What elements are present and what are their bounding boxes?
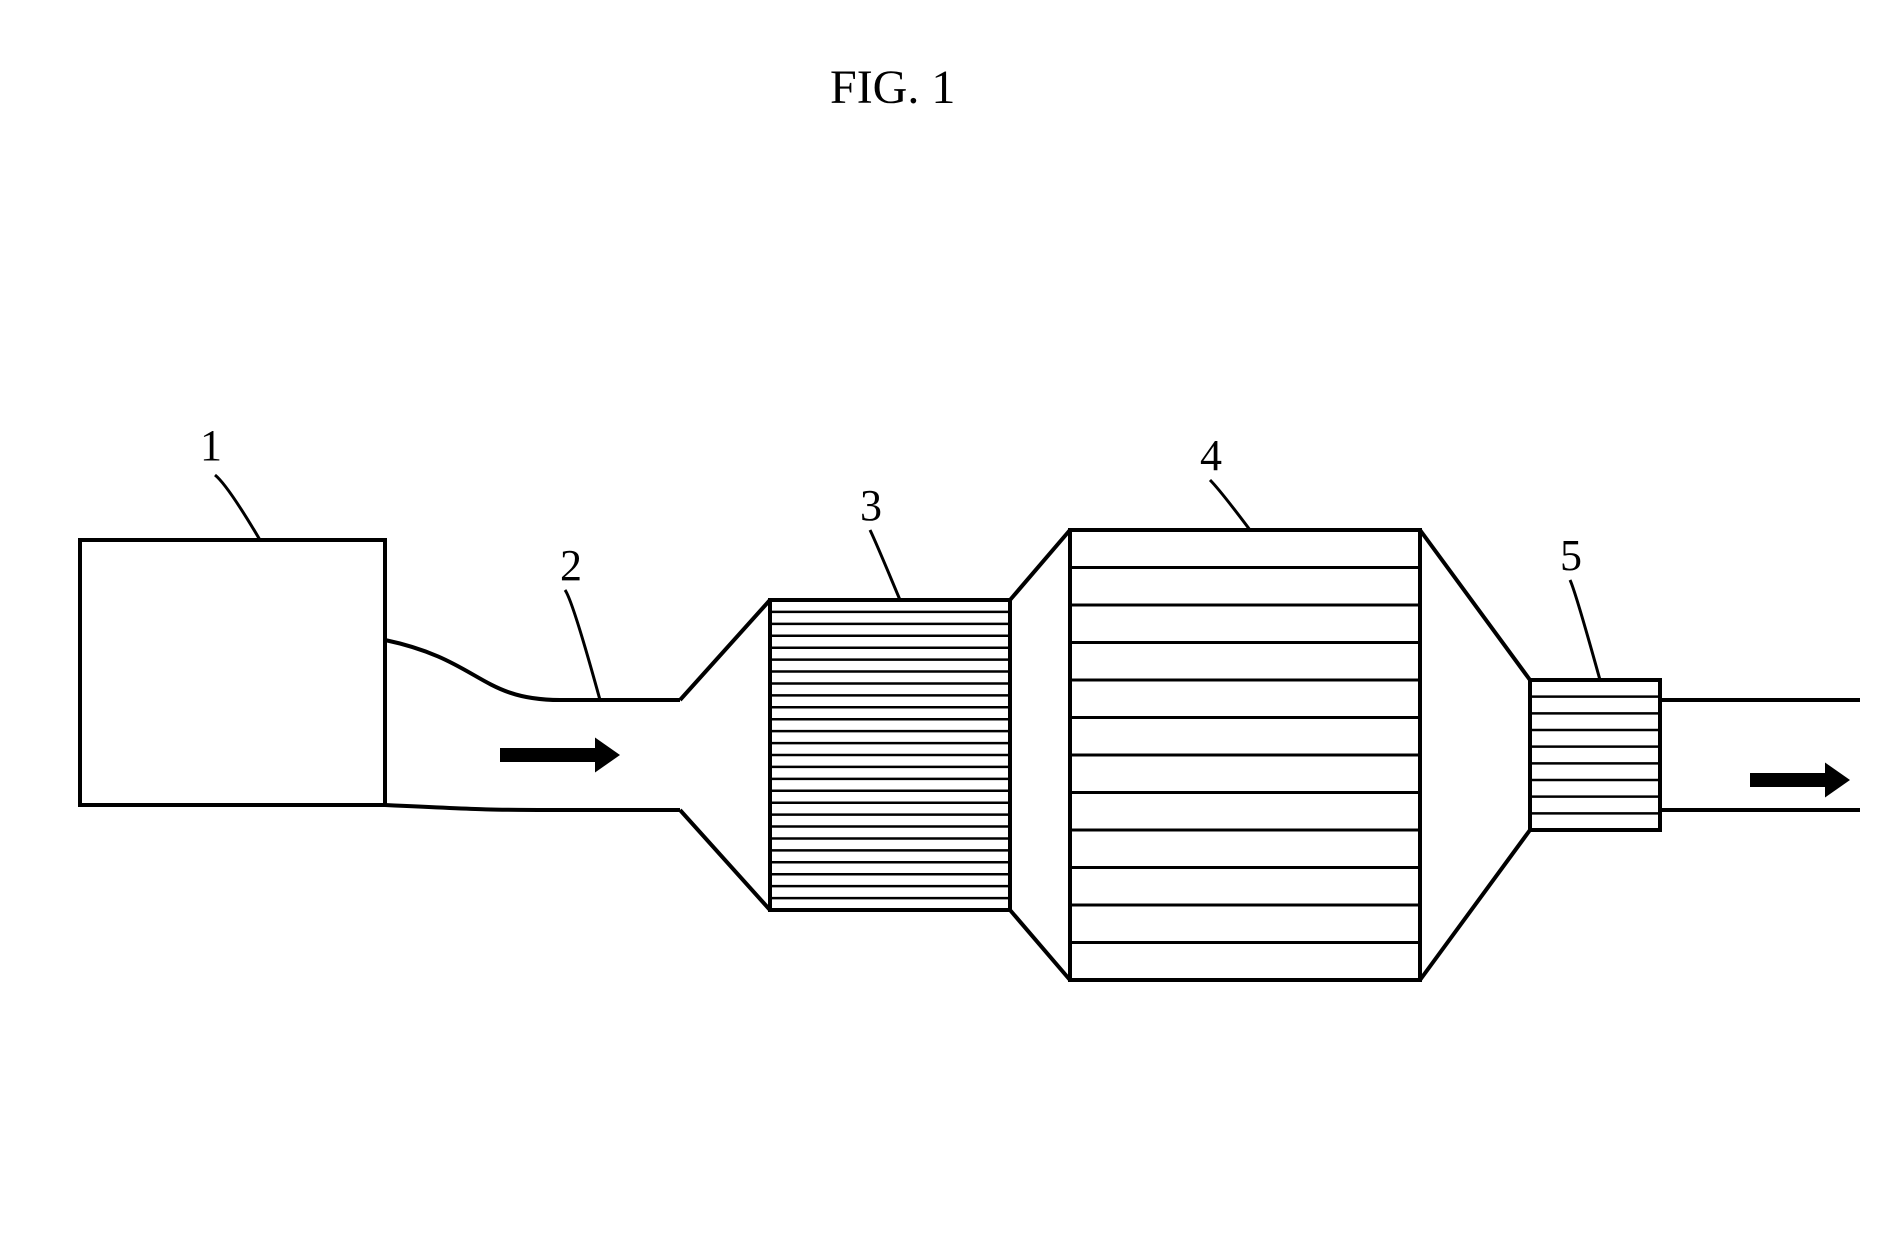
diagram-container: FIG. 1 1 2 3 4 5: [0, 0, 1884, 1250]
label-3: 3: [860, 480, 882, 531]
diagram-svg: [0, 0, 1884, 1250]
label-2: 2: [560, 540, 582, 591]
label-4: 4: [1200, 430, 1222, 481]
label-1: 1: [200, 420, 222, 471]
figure-title: FIG. 1: [830, 60, 955, 115]
label-5: 5: [1560, 530, 1582, 581]
